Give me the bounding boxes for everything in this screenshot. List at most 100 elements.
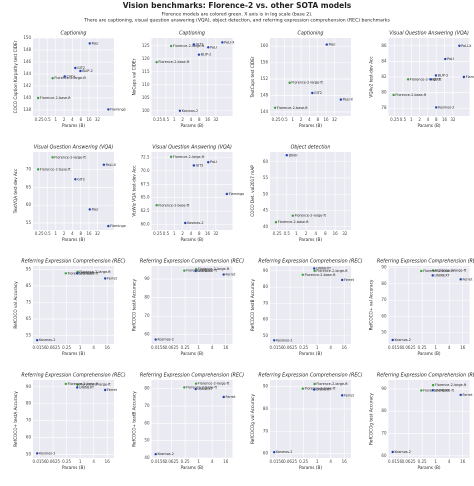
x-tick-label: 16	[86, 117, 92, 122]
y-tick-label: 70.0	[141, 168, 150, 173]
x-tick-label: 2	[181, 117, 184, 122]
point	[76, 383, 79, 386]
plot-area	[270, 38, 351, 116]
point-label: Florence-2-large-ft	[173, 155, 205, 159]
x-tick-label: 0.5	[44, 231, 51, 236]
point-label: Florence-2-large-ft	[173, 44, 205, 48]
point-label: GIT2	[196, 163, 204, 167]
point	[325, 43, 328, 46]
y-tick-label: 60	[144, 332, 150, 337]
point-label: Kosmos-2	[276, 450, 292, 454]
y-tick-label: 45	[263, 208, 269, 213]
point-label: GIT2	[433, 77, 441, 81]
point	[184, 221, 187, 225]
x-tick-label: 1	[173, 117, 176, 122]
point	[431, 269, 435, 272]
point-label: PaLI	[210, 45, 217, 49]
x-tick-label: 32	[332, 117, 338, 122]
point-label: Ferret	[226, 273, 237, 277]
x-tick-label: 0.0625	[283, 459, 297, 464]
y-tick-label: 80	[381, 408, 387, 413]
y-axis-label: RefCOCO+ testB Accuracy	[132, 391, 137, 447]
y-tick-label: 115	[142, 69, 150, 74]
point-label: Kosmos-2	[395, 338, 411, 342]
y-axis-label: TextVQA test-dev Acc	[13, 168, 18, 215]
x-tick-label: 0.0625	[46, 459, 60, 464]
y-tick-label: 105	[142, 95, 150, 100]
point	[311, 91, 314, 95]
point-label: Florence-2-base-ft	[40, 167, 72, 171]
plot-area	[270, 380, 351, 458]
point-label: Kosmos-2	[395, 450, 411, 454]
x-tick-label: 1	[54, 231, 57, 236]
x-axis-label: Params (B)	[299, 237, 322, 242]
point-label: Kosmos-2	[158, 338, 174, 342]
subplot-title: Visual Question Answering (VQA)	[152, 145, 232, 151]
x-axis-label: Params (B)	[299, 465, 322, 470]
x-tick-label: 16	[333, 231, 339, 236]
x-tick-label: 0.0625	[283, 345, 297, 350]
x-tick-label: 0.5	[400, 117, 407, 122]
point	[392, 93, 395, 97]
point-label: Kosmos-2	[39, 338, 55, 342]
x-tick-label: 0.25	[35, 231, 44, 236]
point	[88, 208, 91, 211]
figure-title: Vision benchmarks: Florence-2 vs. other …	[123, 1, 352, 10]
subplot-title: Object detection	[291, 145, 331, 151]
plot-area	[388, 266, 470, 344]
x-axis-label: Params (B)	[62, 351, 85, 356]
subplot-title: Visual Question Answering (VQA)	[389, 31, 469, 37]
point-label: UNINEXT	[79, 271, 95, 275]
point	[64, 272, 68, 275]
x-tick-label: 16	[342, 459, 348, 464]
point-label: UNINEXT	[316, 266, 332, 270]
y-axis-label: RefCOCO+ testA Accuracy	[13, 391, 18, 447]
x-tick-label: 0.25	[299, 345, 308, 350]
y-tick-label: 55	[263, 175, 269, 180]
point-label: Ferret	[107, 276, 118, 280]
x-axis-label: Params (B)	[181, 237, 204, 242]
x-tick-label: 1	[434, 459, 437, 464]
subplot-title: Referring Expression Comprehension (REC)	[258, 259, 362, 265]
x-tick-label: 0.25	[272, 117, 281, 122]
point	[313, 382, 316, 386]
plot-area	[33, 152, 114, 230]
x-tick-label: 0.5	[44, 117, 51, 122]
point	[273, 451, 276, 454]
y-tick-label: 86	[381, 43, 387, 48]
y-tick-label: 140	[23, 95, 31, 100]
plot-area	[388, 380, 470, 458]
x-tick-label: 4	[71, 117, 74, 122]
x-tick-label: 16	[460, 345, 466, 350]
point	[273, 339, 276, 342]
point-label: Flamingo	[229, 192, 245, 196]
x-tick-label: 16	[460, 459, 466, 464]
x-tick-label: 0.0156	[151, 459, 165, 464]
point	[79, 69, 82, 73]
point	[76, 272, 79, 275]
y-tick-label: 142	[23, 83, 31, 88]
x-tick-label: 16	[323, 117, 329, 122]
subplot-title: Referring Expression Comprehension (REC)	[140, 373, 244, 379]
point-label: PaLI	[92, 207, 99, 211]
point	[273, 106, 277, 109]
point-label: Ferret	[107, 388, 118, 392]
x-tick-label: 0.25	[418, 345, 427, 350]
point-label: Florence-2-base-ft	[423, 269, 455, 273]
y-tick-label: 144	[23, 71, 31, 76]
point	[459, 278, 462, 281]
subplot-title: Referring Expression Comprehension (REC)	[21, 259, 125, 265]
point	[107, 108, 110, 111]
y-tick-label: 60	[263, 159, 269, 164]
x-tick-label: 1	[316, 345, 319, 350]
point-label: Florence-2-large-ft	[316, 269, 348, 273]
point	[341, 394, 344, 397]
point-label: Florence-2-base-ft	[40, 96, 72, 100]
point	[420, 269, 423, 273]
point-label: Florence-2-base-ft	[68, 382, 100, 386]
x-axis-label: Params (B)	[181, 465, 204, 470]
point-label: Florence-2-large-ft	[198, 382, 230, 386]
point	[285, 154, 288, 157]
y-tick-label: 60	[144, 420, 150, 425]
subplot-title: Referring Expression Comprehension (REC)	[140, 259, 244, 265]
